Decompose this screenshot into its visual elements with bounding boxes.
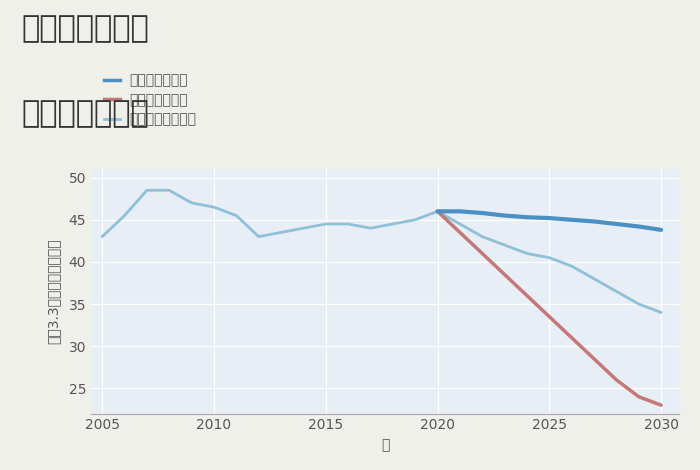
ノーマルシナリオ — [545, 255, 554, 260]
グッドシナリオ — [523, 214, 531, 220]
ノーマルシナリオ — [657, 310, 665, 315]
グッドシナリオ — [456, 209, 464, 214]
グッドシナリオ — [433, 209, 442, 214]
ノーマルシナリオ — [500, 242, 509, 248]
Line: グッドシナリオ: グッドシナリオ — [438, 212, 661, 230]
バッドシナリオ — [657, 402, 665, 408]
ノーマルシナリオ — [523, 251, 531, 256]
ノーマルシナリオ — [612, 289, 621, 294]
グッドシナリオ — [657, 227, 665, 233]
ノーマルシナリオ — [344, 221, 352, 227]
ノーマルシナリオ — [411, 217, 419, 223]
ノーマルシナリオ — [568, 263, 576, 269]
ノーマルシナリオ — [635, 301, 643, 307]
ノーマルシナリオ — [98, 234, 106, 239]
Line: ノーマルシナリオ: ノーマルシナリオ — [102, 190, 661, 313]
ノーマルシナリオ — [188, 200, 196, 206]
グッドシナリオ — [478, 210, 486, 216]
ノーマルシナリオ — [276, 229, 285, 235]
Legend: グッドシナリオ, バッドシナリオ, ノーマルシナリオ: グッドシナリオ, バッドシナリオ, ノーマルシナリオ — [104, 73, 196, 126]
Line: バッドシナリオ: バッドシナリオ — [438, 212, 661, 405]
グッドシナリオ — [635, 224, 643, 229]
バッドシナリオ — [635, 394, 643, 399]
グッドシナリオ — [545, 215, 554, 221]
X-axis label: 年: 年 — [381, 438, 389, 452]
バッドシナリオ — [433, 209, 442, 214]
バッドシナリオ — [500, 272, 509, 277]
バッドシナリオ — [568, 335, 576, 341]
バッドシナリオ — [612, 377, 621, 383]
ノーマルシナリオ — [389, 221, 397, 227]
ノーマルシナリオ — [210, 204, 218, 210]
ノーマルシナリオ — [321, 221, 330, 227]
ノーマルシナリオ — [255, 234, 263, 239]
バッドシナリオ — [478, 251, 486, 256]
ノーマルシナリオ — [433, 209, 442, 214]
Y-axis label: 坪（3.3㎡）単価（万円）: 坪（3.3㎡）単価（万円） — [46, 239, 60, 344]
バッドシナリオ — [456, 229, 464, 235]
ノーマルシナリオ — [456, 221, 464, 227]
ノーマルシナリオ — [366, 226, 375, 231]
ノーマルシナリオ — [143, 188, 151, 193]
グッドシナリオ — [612, 221, 621, 227]
バッドシナリオ — [545, 314, 554, 320]
グッドシナリオ — [500, 213, 509, 219]
ノーマルシナリオ — [120, 213, 129, 219]
ノーマルシナリオ — [232, 213, 241, 219]
バッドシナリオ — [590, 356, 598, 361]
ノーマルシナリオ — [299, 226, 307, 231]
グッドシナリオ — [590, 219, 598, 224]
ノーマルシナリオ — [165, 188, 174, 193]
Text: 土地の価格推移: 土地の価格推移 — [21, 99, 148, 128]
バッドシナリオ — [523, 293, 531, 298]
Text: 大阪府難波駅の: 大阪府難波駅の — [21, 14, 148, 43]
ノーマルシナリオ — [590, 276, 598, 282]
グッドシナリオ — [568, 217, 576, 223]
ノーマルシナリオ — [478, 234, 486, 239]
